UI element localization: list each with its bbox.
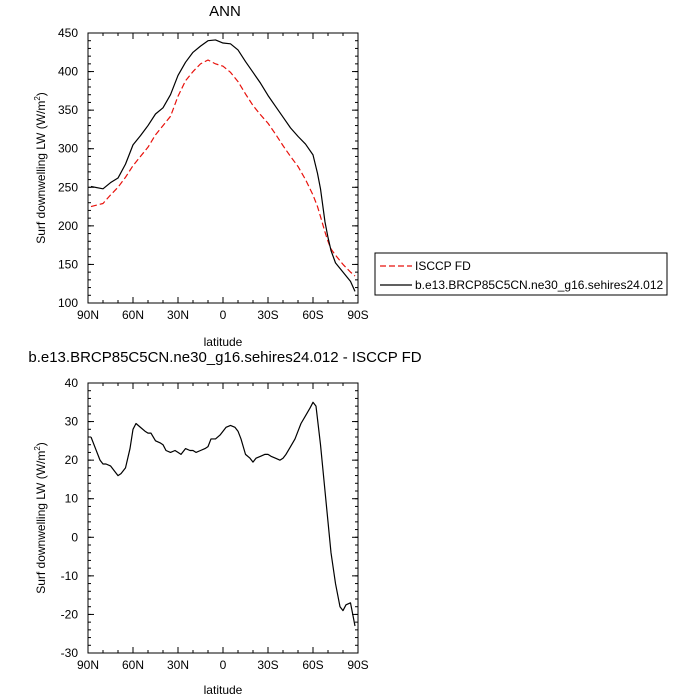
bottom-y-tick-label-1: -20 <box>61 607 79 621</box>
y-axis-label-top-end: ) <box>34 92 48 96</box>
y-axis-label-bottom-main: Surf downwelling LW (W/m <box>34 451 48 594</box>
top-y-tick-label-1: 150 <box>58 257 78 271</box>
top-y-tick-label-7: 450 <box>58 26 78 40</box>
x-axis-label-bottom: latitude <box>204 683 243 697</box>
chart-title-top: ANN <box>209 3 241 20</box>
bottom-y-tick-label-7: 40 <box>65 376 79 390</box>
legend-label-model: b.e13.BRCP85C5CN.ne30_g16.sehires24.012 <box>415 278 663 292</box>
y-axis-label-top-sup: 2 <box>33 96 42 101</box>
top-x-tick-label-5: 60S <box>302 308 323 322</box>
top-y-tick-label-4: 300 <box>58 142 78 156</box>
legend: ISCCP FD b.e13.BRCP85C5CN.ne30_g16.sehir… <box>374 252 668 296</box>
bottom-y-tick-label-0: -30 <box>61 646 79 660</box>
top-x-tick-label-4: 30S <box>257 308 278 322</box>
bottom-x-tick-label-5: 60S <box>302 658 323 672</box>
bottom-x-tick-label-3: 0 <box>220 658 227 672</box>
bottom-y-tick-label-2: -10 <box>61 569 79 583</box>
top-y-tick-label-6: 400 <box>58 65 78 79</box>
panel-difference: b.e13.BRCP85C5CN.ne30_g16.sehires24.012 … <box>28 349 421 697</box>
chart-title-bottom: b.e13.BRCP85C5CN.ne30_g16.sehires24.012 … <box>28 349 421 366</box>
bottom-x-tick-label-1: 60N <box>122 658 144 672</box>
legend-label-isccp: ISCCP FD <box>415 259 471 273</box>
bottom-x-tick-label-2: 30N <box>167 658 189 672</box>
top-y-tick-label-2: 200 <box>58 219 78 233</box>
top-series-line-1 <box>90 39 356 292</box>
series-lines-bottom <box>90 401 356 627</box>
legend-box <box>374 252 668 296</box>
bottom-y-tick-label-4: 10 <box>65 492 79 506</box>
top-x-tick-label-3: 0 <box>220 308 227 322</box>
top-x-tick-label-6: 90S <box>347 308 368 322</box>
top-y-tick-label-0: 100 <box>58 296 78 310</box>
bottom-x-tick-label-0: 90N <box>77 658 99 672</box>
panel-annual: ANN 90N 60N 30N 0 30S 60S 90S 100 150 200 250 300 35… <box>33 3 369 349</box>
bottom-y-tick-label-5: 20 <box>65 453 79 467</box>
axis-ticks-top: 90N 60N 30N 0 30S 60S 90S 100 150 200 250 300 350 400… <box>58 26 369 322</box>
bottom-y-tick-label-6: 30 <box>65 415 79 429</box>
top-y-tick-label-5: 350 <box>58 103 78 117</box>
y-axis-label-top-main: Surf downwelling LW (W/m <box>34 101 48 244</box>
top-y-tick-label-3: 250 <box>58 180 78 194</box>
top-x-tick-label-2: 30N <box>167 308 189 322</box>
series-lines-top <box>90 39 356 292</box>
plot-frame-top <box>87 32 359 304</box>
y-axis-label-top: Surf downwelling LW (W/m2) <box>33 92 48 244</box>
axis-ticks-bottom: 90N 60N 30N 0 30S 60S 90S -30 -20 -10 0 10 20 30 40 <box>61 376 369 672</box>
bottom-series-line-0 <box>90 401 356 627</box>
y-axis-label-bottom-end: ) <box>34 442 48 446</box>
bottom-x-tick-label-6: 90S <box>347 658 368 672</box>
top-series-line-0 <box>90 59 356 277</box>
y-axis-label-bottom-sup: 2 <box>33 446 42 451</box>
bottom-y-tick-label-3: 0 <box>71 530 78 544</box>
x-axis-label-top: latitude <box>204 335 243 349</box>
y-axis-label-bottom: Surf downwelling LW (W/m2) <box>33 442 48 594</box>
top-x-tick-label-0: 90N <box>77 308 99 322</box>
top-x-tick-label-1: 60N <box>122 308 144 322</box>
bottom-x-tick-label-4: 30S <box>257 658 278 672</box>
